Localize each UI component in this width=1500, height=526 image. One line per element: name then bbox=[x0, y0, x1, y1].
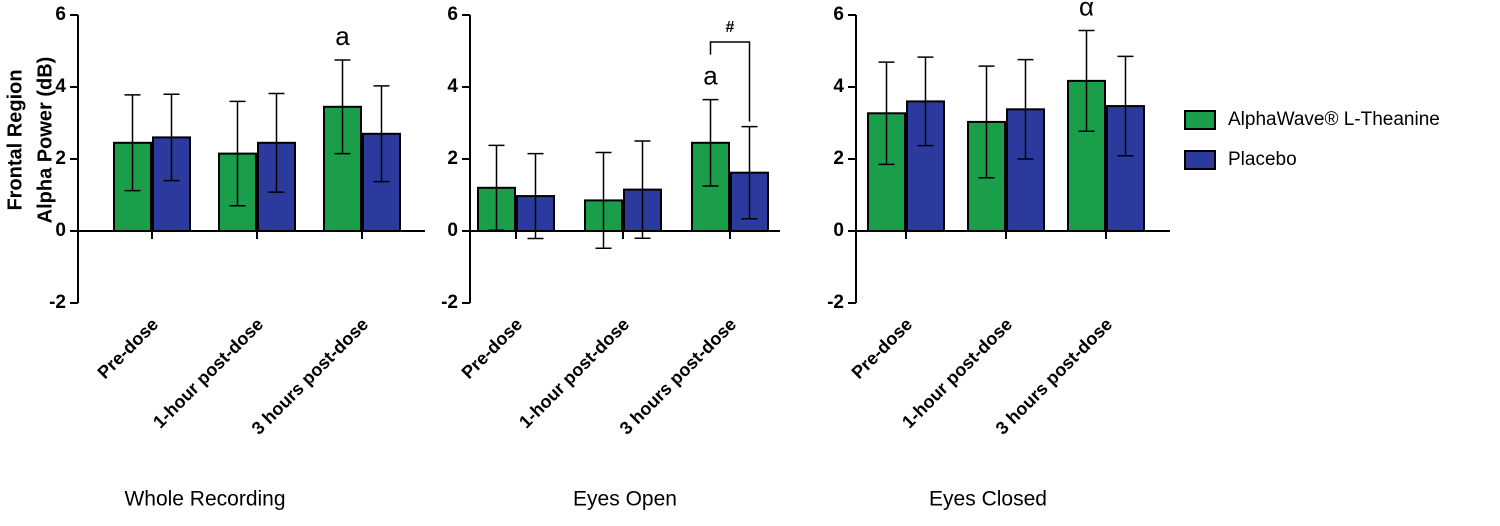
error-bar bbox=[334, 59, 351, 155]
x-tick-label: Pre-dose bbox=[458, 314, 527, 383]
bracket bbox=[709, 41, 751, 122]
annotation: a bbox=[703, 60, 718, 90]
y-tick-label: -2 bbox=[827, 292, 844, 313]
error-bar bbox=[1017, 58, 1034, 160]
error-bar bbox=[1078, 29, 1095, 133]
y-tick-label: 4 bbox=[447, 76, 458, 97]
annotation: α bbox=[1079, 0, 1094, 21]
x-tick-label: 1-hour post-dose bbox=[149, 314, 267, 432]
error-bar bbox=[978, 65, 995, 179]
y-tick-label: -2 bbox=[441, 292, 458, 313]
error-bar bbox=[878, 61, 895, 166]
error-bar bbox=[595, 151, 612, 250]
y-tick-label: 6 bbox=[833, 4, 844, 25]
y-tick-label: 2 bbox=[55, 148, 66, 169]
y-tick-label: 4 bbox=[833, 76, 844, 97]
y-tick-label: 6 bbox=[447, 4, 458, 25]
error-bar bbox=[917, 56, 934, 147]
legend-swatch bbox=[1184, 110, 1216, 130]
error-bar bbox=[124, 94, 141, 192]
legend-label: Placebo bbox=[1228, 149, 1297, 170]
error-bar bbox=[634, 140, 651, 239]
y-tick-label: -2 bbox=[49, 292, 66, 313]
y-tick-label: 0 bbox=[55, 220, 66, 241]
error-bar bbox=[741, 125, 758, 220]
x-tick-label: 1-hour post-dose bbox=[515, 314, 633, 432]
error-bar bbox=[229, 100, 246, 207]
error-bar bbox=[702, 98, 719, 187]
y-axis-label: Alpha Power (dB) bbox=[34, 57, 56, 224]
y-tick-label: 4 bbox=[55, 76, 66, 97]
error-bar bbox=[373, 85, 390, 183]
y-tick-label: 2 bbox=[833, 148, 844, 169]
y-tick-label: 0 bbox=[833, 220, 844, 241]
legend-label: AlphaWave® L-Theanine bbox=[1228, 109, 1440, 130]
panel-title: Eyes Open bbox=[573, 488, 677, 511]
y-tick-label: 2 bbox=[447, 148, 458, 169]
legend-swatch bbox=[1184, 150, 1216, 170]
x-tick-label: 3 hours post-dose bbox=[616, 314, 740, 438]
y-tick-label: 0 bbox=[447, 220, 458, 241]
x-tick-label: Pre-dose bbox=[848, 314, 917, 383]
annotation: a bbox=[335, 21, 350, 51]
error-bar bbox=[488, 144, 505, 232]
x-tick-label: Pre-dose bbox=[94, 314, 163, 383]
y-axis-label: Frontal Region bbox=[4, 69, 26, 210]
error-bar bbox=[163, 93, 180, 182]
error-bar bbox=[1117, 55, 1134, 157]
annotation: # bbox=[726, 19, 735, 36]
x-tick-label: 3 hours post-dose bbox=[248, 314, 372, 438]
panel-title: Eyes Closed bbox=[929, 488, 1047, 511]
error-bar bbox=[527, 152, 544, 240]
error-bar bbox=[268, 92, 285, 193]
y-tick-label: 6 bbox=[55, 4, 66, 25]
panel-title: Whole Recording bbox=[124, 488, 285, 511]
x-tick-label: 1-hour post-dose bbox=[898, 314, 1016, 432]
